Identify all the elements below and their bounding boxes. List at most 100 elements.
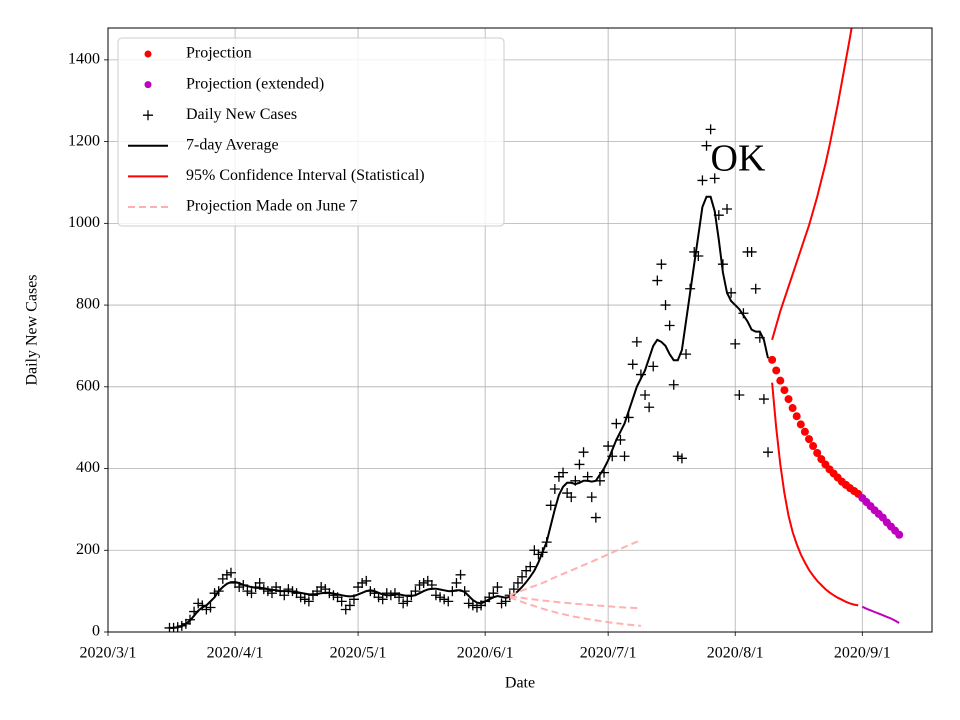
dashed-line <box>509 539 642 597</box>
plus-marker <box>389 588 400 599</box>
plus-marker <box>373 592 384 603</box>
plus-marker <box>549 483 560 494</box>
plus-marker <box>750 283 761 294</box>
line <box>861 605 900 624</box>
plus-marker <box>652 275 663 286</box>
plus-marker <box>430 590 441 601</box>
plus-marker <box>574 459 585 470</box>
plus-marker <box>262 586 273 597</box>
plus-marker <box>578 447 589 458</box>
plus-marker <box>668 379 679 390</box>
plot-area <box>164 28 904 632</box>
plus-marker <box>340 604 351 615</box>
y-tick-label: 200 <box>76 541 100 558</box>
plus-marker <box>398 598 409 609</box>
legend-marker <box>143 110 153 121</box>
projection-dot <box>788 404 797 413</box>
projection-dot <box>784 395 793 404</box>
x-tick-label: 2020/8/1 <box>707 645 764 662</box>
plus-marker <box>590 512 601 523</box>
plus-marker <box>619 451 630 462</box>
plus-marker <box>508 584 519 595</box>
plus-marker <box>603 441 614 452</box>
plus-marker <box>689 246 700 257</box>
plus-marker <box>471 602 482 613</box>
plus-marker <box>734 389 745 400</box>
plus-marker <box>283 584 294 595</box>
plus-marker <box>303 596 314 607</box>
plus-marker <box>521 565 532 576</box>
plus-marker <box>353 582 364 593</box>
plus-marker <box>553 471 564 482</box>
plus-marker <box>205 602 216 613</box>
projection-dot <box>772 366 781 375</box>
plus-marker <box>681 349 692 360</box>
dashed-line <box>509 595 641 610</box>
projection-dot <box>776 376 785 385</box>
x-tick-label: 2020/7/1 <box>580 645 637 662</box>
plus-marker <box>709 173 720 184</box>
projection-dot <box>768 355 777 364</box>
projection-dot <box>796 420 805 429</box>
projection-dot <box>813 449 822 458</box>
y-tick-label: 600 <box>76 377 100 394</box>
x-tick-label: 2020/4/1 <box>207 645 264 662</box>
line <box>771 28 853 341</box>
projection-dot <box>780 386 789 395</box>
plus-marker <box>357 577 368 588</box>
plus-marker <box>492 582 503 593</box>
plus-marker <box>648 361 659 372</box>
legend: Projection Projection (extended) Daily New… <box>117 37 505 227</box>
plus-marker <box>336 596 347 607</box>
plus-marker <box>455 569 466 580</box>
plus-marker <box>496 598 507 609</box>
plus-marker <box>640 389 651 400</box>
plus-marker <box>631 336 642 347</box>
legend-box <box>117 37 505 227</box>
plus-marker <box>299 594 310 605</box>
plus-marker <box>451 577 462 588</box>
plus-marker <box>221 569 232 580</box>
y-tick-label: 1000 <box>68 214 100 231</box>
plus-marker <box>246 588 257 599</box>
plus-marker <box>656 259 667 270</box>
plus-marker <box>193 598 204 609</box>
y-tick-label: 1400 <box>68 51 100 68</box>
plus-marker <box>517 571 528 582</box>
legend-label: 7-day Average <box>186 136 279 153</box>
plus-marker <box>463 598 474 609</box>
plus-marker <box>295 592 306 603</box>
plus-marker <box>402 596 413 607</box>
plus-marker <box>422 575 433 586</box>
legend-label: Projection Made on June 7 <box>186 198 358 215</box>
plus-marker <box>697 175 708 186</box>
plus-marker <box>611 418 622 429</box>
plus-marker <box>627 359 638 370</box>
plus-marker <box>758 394 769 405</box>
legend-label: Daily New Cases <box>186 106 297 123</box>
plus-marker <box>644 402 655 413</box>
dashed-line <box>509 596 642 627</box>
x-tick-label: 2020/3/1 <box>80 645 137 662</box>
plus-marker <box>586 492 597 503</box>
plus-marker <box>660 300 671 311</box>
plus-marker <box>344 600 355 611</box>
plus-marker <box>242 586 253 597</box>
legend-marker <box>144 50 152 58</box>
y-tick-label: 0 <box>92 623 100 640</box>
plus-marker <box>217 573 228 584</box>
legend-marker <box>144 81 152 89</box>
plus-marker <box>664 320 675 331</box>
plus-marker <box>435 592 446 603</box>
legend-label: Projection (extended) <box>186 75 324 92</box>
plus-marker <box>525 561 536 572</box>
plus-marker <box>545 500 556 511</box>
plus-marker <box>361 575 372 586</box>
plus-marker <box>439 594 450 605</box>
plus-marker <box>418 577 429 588</box>
y-axis-label: Daily New Cases <box>24 274 41 385</box>
plus-marker <box>254 577 265 588</box>
x-axis-label: Date <box>505 675 535 692</box>
y-tick-label: 1200 <box>68 132 100 149</box>
